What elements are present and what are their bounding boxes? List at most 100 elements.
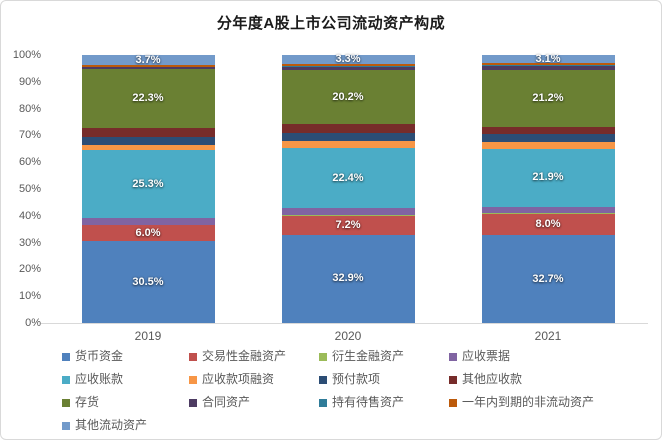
- data-label: 3.7%: [135, 53, 161, 66]
- data-label: 21.9%: [532, 171, 564, 184]
- legend-item-存货: 存货: [62, 396, 99, 409]
- legend-swatch-icon: [62, 352, 70, 361]
- bar-2021: 32.7% 8.0% 21.9% 21.2% 3.1%: [481, 52, 615, 323]
- data-label: 6.0%: [135, 226, 161, 239]
- segment-其他流动资产-2019: 3.7%: [81, 53, 215, 66]
- segment-交易性金融资产-2020: 7.2%: [281, 215, 415, 235]
- data-label: 32.7%: [532, 272, 564, 285]
- legend-swatch-icon: [449, 375, 457, 384]
- data-label: 32.9%: [332, 272, 364, 285]
- segment-其他流动资产-2020: 3.3%: [281, 53, 415, 65]
- legend-swatch-icon: [449, 352, 457, 361]
- segment-一年内到期的非流动资产-2019: [81, 65, 215, 68]
- segment-货币资金-2020: 32.9%: [281, 234, 415, 323]
- legend-label: 应收账款: [75, 372, 124, 386]
- legend-swatch-icon: [189, 375, 197, 384]
- legend-swatch-icon: [449, 398, 457, 407]
- segment-预付款项-2020: [281, 133, 415, 142]
- legend-item-应收票据: 应收票据: [449, 350, 510, 363]
- legend-label: 应收款项融资: [202, 372, 275, 386]
- legend-item-衍生金融资产: 衍生金融资产: [319, 350, 404, 363]
- legend-item-应收账款: 应收账款: [62, 373, 123, 386]
- segment-应收票据-2020: [281, 208, 415, 216]
- legend-swatch-icon: [62, 398, 70, 407]
- y-axis-tick-label: 0%: [25, 317, 41, 329]
- legend-item-预付款项: 预付款项: [319, 373, 380, 386]
- legend-item-其他流动资产: 其他流动资产: [62, 419, 147, 432]
- segment-应收款项融资-2020: [281, 141, 415, 149]
- data-label: 7.2%: [335, 218, 361, 231]
- segment-应收款项融资-2021: [481, 141, 615, 149]
- y-axis-tick-label: 30%: [18, 236, 41, 249]
- data-label: 8.0%: [535, 218, 561, 231]
- legend-swatch-icon: [319, 375, 327, 384]
- segment-其他应收款-2019: [81, 128, 215, 137]
- data-label: 25.3%: [132, 177, 164, 190]
- x-axis-label-2020: 2020: [334, 329, 362, 343]
- legend-label: 货币资金: [75, 349, 124, 363]
- segment-存货-2020: 20.2%: [281, 70, 415, 125]
- legend-swatch-icon: [319, 352, 327, 361]
- legend-label: 存货: [75, 395, 100, 409]
- chart-title: 分年度A股上市公司流动资产构成: [216, 15, 446, 32]
- segment-应收账款-2019: 25.3%: [81, 150, 215, 219]
- legend-swatch-icon: [189, 398, 197, 407]
- bar-2020: 32.9% 7.2% 22.4% 20.2% 3.3%: [281, 53, 415, 323]
- y-axis-tick-label: 100%: [12, 49, 41, 61]
- segment-衍生金融资产-2020: [281, 215, 415, 216]
- segment-交易性金融资产-2019: 6.0%: [81, 225, 215, 242]
- y-axis-tick-label: 40%: [18, 209, 41, 222]
- legend-label: 其他应收款: [462, 372, 523, 386]
- data-label: 20.2%: [332, 90, 364, 103]
- legend-item-货币资金: 货币资金: [62, 350, 123, 363]
- y-axis-tick-label: 70%: [18, 129, 41, 142]
- segment-其他流动资产-2021: 3.1%: [481, 52, 615, 65]
- data-label: 3.1%: [535, 52, 561, 65]
- data-label: 3.3%: [335, 53, 361, 65]
- segment-应收款项融资-2019: [81, 144, 215, 151]
- legend-item-持有待售资产: 持有待售资产: [319, 396, 404, 409]
- legend-label: 一年内到期的非流动资产: [462, 395, 595, 409]
- segment-应收账款-2021: 21.9%: [481, 148, 615, 208]
- x-axis-label-2021: 2021: [534, 329, 562, 343]
- legend-item-应收款项融资: 应收款项融资: [189, 373, 274, 386]
- segment-预付款项-2019: [81, 136, 215, 145]
- y-axis-tick-label: 90%: [18, 75, 41, 88]
- y-axis-tick-label: 50%: [18, 183, 41, 195]
- data-label: 22.3%: [132, 92, 164, 105]
- y-axis-tick-label: 60%: [18, 156, 41, 169]
- segment-应收票据-2021: [481, 207, 615, 214]
- y-axis-tick-label: 10%: [18, 290, 41, 303]
- legend-item-交易性金融资产: 交易性金融资产: [189, 350, 286, 363]
- segment-交易性金融资产-2021: 8.0%: [481, 213, 615, 236]
- bar-2019: 30.5% 6.0% 25.3% 22.3% 3.7%: [81, 53, 215, 323]
- data-label: 22.4%: [332, 171, 364, 184]
- legend-item-其他应收款: 其他应收款: [449, 373, 522, 386]
- segment-其他应收款-2020: [281, 124, 415, 134]
- segment-一年内到期的非流动资产-2021: [481, 63, 615, 66]
- plot-area: 30.5% 6.0% 25.3% 22.3% 3.7% 32.9% 7.2% 22.4% 20.…: [48, 52, 648, 323]
- legend-swatch-icon: [62, 375, 70, 384]
- segment-预付款项-2021: [481, 134, 615, 142]
- legend-swatch-icon: [62, 421, 70, 430]
- legend-label: 其他流动资产: [75, 418, 148, 432]
- x-axis-line: [41, 323, 648, 324]
- legend-label: 预付款项: [332, 372, 381, 386]
- segment-存货-2021: 21.2%: [481, 69, 615, 127]
- legend-label: 衍生金融资产: [332, 349, 405, 363]
- legend-label: 合同资产: [202, 395, 251, 409]
- segment-货币资金-2019: 30.5%: [81, 241, 215, 323]
- segment-合同资产-2021: [481, 65, 615, 70]
- segment-合同资产-2020: [281, 66, 415, 71]
- legend-label: 交易性金融资产: [202, 349, 287, 363]
- segment-合同资产-2019: [81, 67, 215, 69]
- legend-label: 应收票据: [462, 349, 511, 363]
- segment-一年内到期的非流动资产-2020: [281, 63, 415, 67]
- x-axis-label-2019: 2019: [134, 329, 162, 343]
- segment-衍生金融资产-2021: [481, 213, 615, 214]
- segment-货币资金-2021: 32.7%: [481, 235, 615, 323]
- legend-swatch-icon: [319, 398, 327, 407]
- legend-item-合同资产: 合同资产: [189, 396, 250, 409]
- legend-item-一年内到期的非流动资产: 一年内到期的非流动资产: [449, 396, 594, 409]
